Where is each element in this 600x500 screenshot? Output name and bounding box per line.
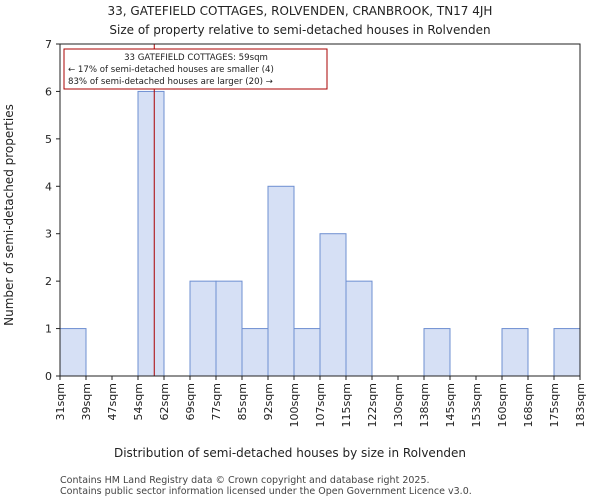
annotation-box: 33 GATEFIELD COTTAGES: 59sqm ← 17% of se… [63,48,328,90]
x-tick-label-183sqm: 183sqm [574,383,587,427]
x-tick-label-130sqm: 130sqm [392,383,405,427]
y-tick-label: 1 [45,323,52,336]
x-tick-label-54sqm: 54sqm [132,383,145,420]
y-ticks-group: 0 1 2 3 4 5 6 7 [45,38,60,383]
x-tick-label-145sqm: 145sqm [444,383,457,427]
bar-69sqm [189,280,217,377]
bars-group [59,90,581,377]
chart-title: 33, GATEFIELD COTTAGES, ROLVENDEN, CRANB… [108,4,493,18]
footer-line1: Contains HM Land Registry data © Crown c… [60,475,430,486]
x-tick-label-168sqm: 168sqm [522,383,535,427]
y-tick-label: 5 [45,133,52,146]
x-tick-label-107sqm: 107sqm [314,383,327,427]
bar-100sqm [293,328,321,377]
x-tick-label-85sqm: 85sqm [236,383,249,420]
x-tick-label-92sqm: 92sqm [262,383,275,420]
footer-line2: Contains public sector information licen… [60,486,472,497]
y-tick-label: 2 [45,275,52,288]
x-tick-label-100sqm: 100sqm [288,383,301,427]
y-tick-label: 6 [45,85,52,98]
x-tick-label-115sqm: 115sqm [340,383,353,427]
x-tick-label-47sqm: 47sqm [106,383,119,420]
plot-frame [59,43,581,377]
y-tick-label: 3 [45,228,52,241]
bar-77sqm [215,280,243,377]
x-tick-label-69sqm: 69sqm [184,383,197,420]
bar-107sqm [319,233,347,377]
y-tick-label: 7 [45,38,52,51]
annotation-line3: 83% of semi-detached houses are larger (… [68,77,273,87]
annotation-frame [63,48,328,90]
bar-160sqm [501,328,529,377]
bar-138sqm [423,328,451,377]
y-axis-label: Number of semi-detached properties [2,104,16,326]
bar-85sqm [241,328,269,377]
x-ticks-group: 31sqm 39sqm 47sqm 54sqm 62sqm 69sqm 77sqm 85sqm… [54,376,587,427]
x-tick-label-175sqm: 175sqm [548,383,561,427]
x-tick-label-31sqm: 31sqm [54,383,67,420]
x-tick-label-122sqm: 122sqm [366,383,379,427]
y-tick-label: 4 [45,180,52,193]
x-axis-label: Distribution of semi-detached houses by … [114,446,466,460]
x-tick-label-160sqm: 160sqm [496,383,509,427]
y-tick-label: 0 [45,370,52,383]
x-tick-label-39sqm: 39sqm [80,383,93,420]
bar-115sqm [345,280,373,377]
bar-54sqm [137,90,165,377]
x-tick-label-62sqm: 62sqm [158,383,171,420]
x-tick-label-153sqm: 153sqm [470,383,483,427]
annotation-line2: ← 17% of semi-detached houses are smalle… [68,65,274,75]
bar-92sqm [267,185,295,377]
x-tick-label-77sqm: 77sqm [210,383,223,420]
annotation-line1: 33 GATEFIELD COTTAGES: 59sqm [124,53,268,63]
bar-175sqm [553,328,581,377]
chart-subtitle: Size of property relative to semi-detach… [109,23,490,37]
x-tick-label-138sqm: 138sqm [418,383,431,427]
bar-31sqm [59,328,87,377]
